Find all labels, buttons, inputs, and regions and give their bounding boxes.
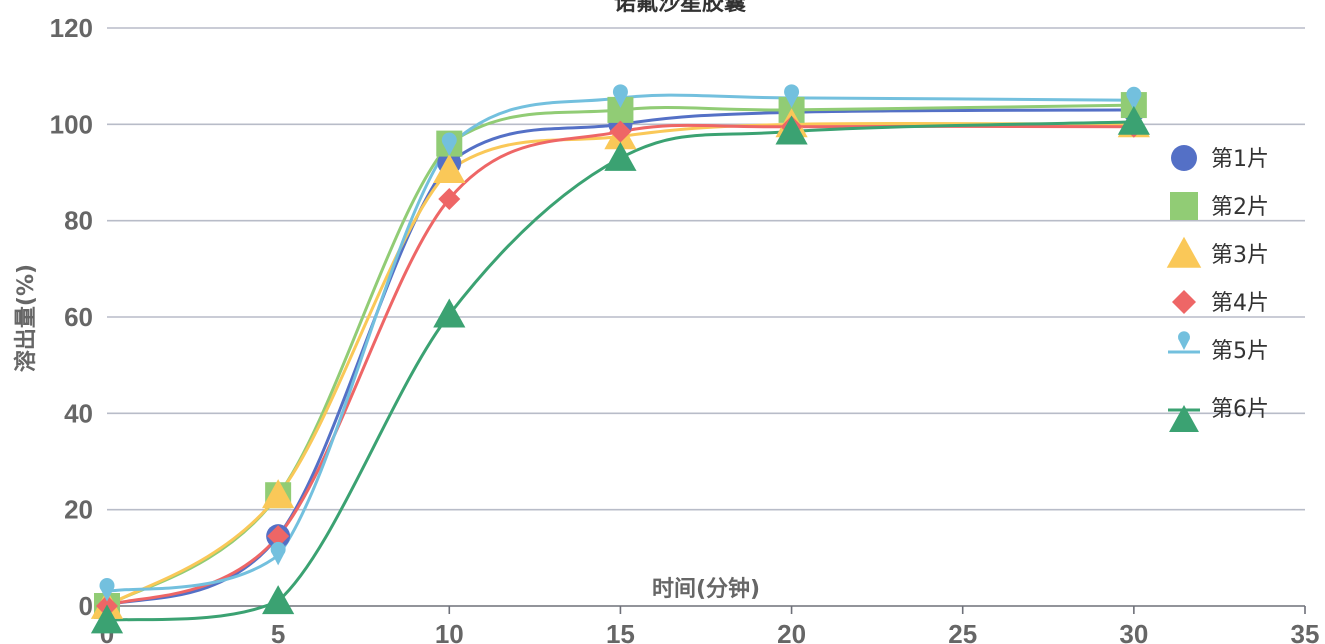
- x-tick-label: 20: [777, 619, 806, 644]
- legend-item-3[interactable]: 第3片: [1166, 236, 1269, 268]
- data-point: [433, 298, 466, 328]
- data-point: [270, 541, 286, 566]
- series-markers-4: [96, 115, 1145, 617]
- data-point: [784, 84, 800, 108]
- x-tick-label: 35: [1291, 619, 1320, 644]
- data-point: [1117, 105, 1150, 135]
- y-tick-label: 40: [64, 398, 93, 428]
- data-point: [1126, 86, 1142, 111]
- series-markers-5: [99, 84, 1142, 602]
- legend-label: 第1片: [1211, 147, 1269, 172]
- series-line-4: [106, 123, 1134, 608]
- series-markers-6: [90, 105, 1150, 634]
- x-tick-label: 10: [435, 619, 464, 644]
- x-tick-label: 25: [948, 619, 977, 644]
- legend-label: 第3片: [1211, 243, 1269, 268]
- data-point: [441, 132, 457, 157]
- legend-symbol: [1169, 405, 1199, 432]
- y-tick-label: 80: [64, 206, 93, 236]
- legend-item-6[interactable]: 第6片: [1168, 397, 1269, 432]
- data-point: [775, 115, 808, 145]
- legend-label: 第4片: [1211, 291, 1269, 316]
- x-tick-label: 5: [271, 619, 285, 644]
- legend-item-4[interactable]: 第4片: [1172, 290, 1269, 316]
- y-axis-title: 溶出量(%): [13, 264, 39, 372]
- legend-symbol: [1172, 290, 1196, 314]
- axis-layer: 02040608010012005101520253035: [50, 13, 1320, 644]
- x-tick-label: 15: [606, 619, 635, 644]
- legend-item-5[interactable]: 第5片: [1168, 331, 1269, 364]
- data-point: [267, 525, 290, 548]
- y-tick-label: 60: [64, 302, 93, 332]
- data-point: [262, 585, 295, 615]
- legend-label: 第5片: [1211, 339, 1269, 364]
- series-markers: [90, 84, 1150, 634]
- data-point: [609, 120, 632, 143]
- data-point: [262, 479, 295, 509]
- chart-title: 诺氟沙星胶囊: [614, 0, 746, 16]
- data-point: [90, 604, 124, 634]
- y-tick-label: 120: [50, 13, 93, 43]
- series-line-2: [106, 103, 1134, 608]
- data-point: [438, 187, 461, 210]
- legend-symbol: [1171, 145, 1197, 171]
- y-tick-label: 0: [79, 591, 93, 621]
- legend-label: 第2片: [1211, 195, 1269, 220]
- series-markers-1: [95, 97, 1146, 618]
- y-tick-label: 100: [50, 109, 93, 139]
- data-point: [612, 84, 628, 108]
- legend-symbol: [1166, 236, 1202, 268]
- series-lines: [106, 93, 1134, 622]
- y-tick-label: 20: [64, 495, 93, 525]
- data-point: [604, 141, 637, 171]
- series-markers-2: [94, 92, 1147, 619]
- series-markers-3: [90, 108, 1150, 619]
- series-line-1: [106, 108, 1134, 608]
- legend-item-2[interactable]: 第2片: [1170, 192, 1269, 220]
- legend-symbol: [1178, 331, 1190, 350]
- legend-symbol: [1170, 192, 1198, 220]
- data-point: [99, 578, 115, 602]
- x-axis-title: 时间(分钟): [652, 576, 760, 602]
- series-line-6: [106, 120, 1134, 622]
- series-line-3: [106, 121, 1134, 608]
- legend-label: 第6片: [1211, 397, 1269, 422]
- data-point: [433, 153, 466, 183]
- x-tick-label: 30: [1119, 619, 1148, 644]
- legend-item-1[interactable]: 第1片: [1171, 145, 1269, 172]
